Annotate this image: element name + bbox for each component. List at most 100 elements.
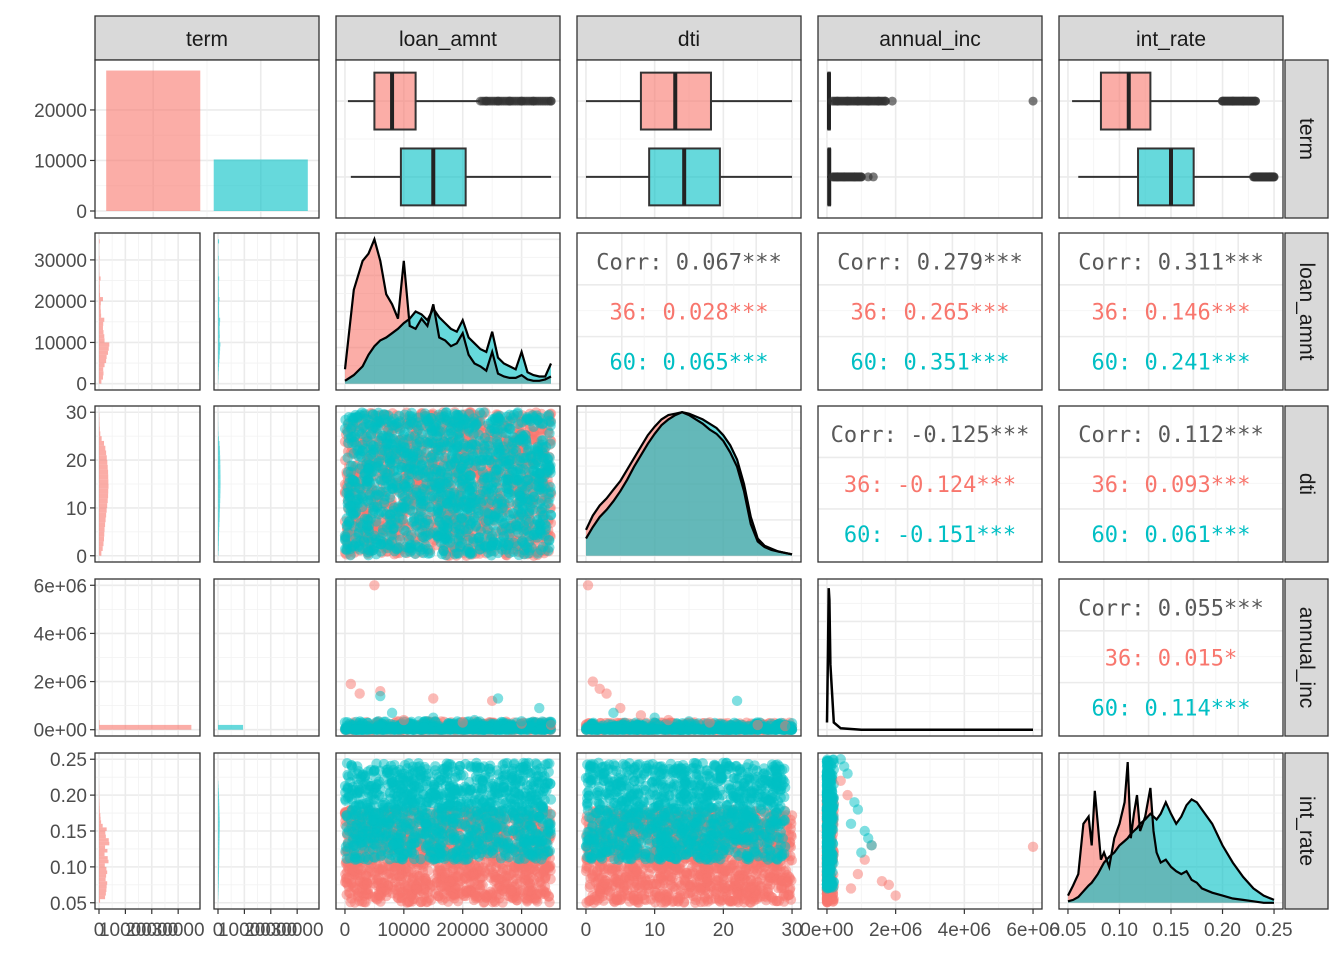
hist-bar-dti-60 — [218, 541, 219, 547]
scatter-point-60 — [412, 470, 424, 481]
panel-grid — [577, 233, 801, 390]
hist-bar-loan_amnt-36 — [99, 379, 102, 384]
scatter-point-60 — [352, 494, 363, 505]
hist-bar-loan_amnt-36 — [99, 305, 101, 310]
y-tick-label-dti: 10 — [66, 499, 87, 520]
scatter-group-annual_inc-loan_amnt — [339, 580, 557, 735]
scatter-point-60 — [393, 501, 404, 512]
scatter-point-60 — [493, 416, 504, 427]
scatter-point-60 — [512, 408, 523, 419]
scatter-point-60 — [525, 717, 537, 728]
scatter-point-60 — [452, 429, 463, 440]
hist-bar-int_rate-60 — [218, 859, 220, 864]
hist-bar-int_rate-36 — [99, 884, 107, 889]
scatter-point-60 — [505, 522, 517, 534]
hist-bar-int_rate-60 — [218, 823, 220, 828]
scatter-point-36 — [457, 717, 468, 728]
corr-group-dti-annual_inc: Corr: -0.125***36: -0.124***60: -0.151**… — [831, 423, 1030, 548]
scatter-point-60 — [367, 409, 379, 421]
outlier-loan_amnt-36 — [528, 96, 538, 106]
boxplot-group-dti — [585, 71, 793, 207]
outlier-annual_inc-60 — [856, 172, 866, 182]
scatter-point-60 — [341, 520, 353, 532]
scatter-point-60 — [539, 510, 550, 521]
hist-bar-dti-36 — [99, 469, 109, 475]
scatter-point-60 — [351, 440, 362, 451]
hist-bar-int_rate-36 — [99, 899, 101, 903]
hist-bar-loan_amnt-36 — [99, 354, 107, 359]
panel-border-term-dti — [576, 59, 802, 219]
scatter-point-60 — [356, 423, 368, 434]
y-tick-label-int_rate: 0.15 — [50, 822, 87, 843]
scatter-point-60 — [464, 484, 475, 495]
outlier-loan_amnt-36 — [493, 96, 503, 106]
scatter-point-60 — [380, 491, 391, 502]
density-group-int_rate — [1067, 762, 1275, 904]
scatter-point-60 — [418, 722, 430, 733]
panel-hist-loan_amnt-36 — [95, 233, 200, 390]
y-tick-label-loan_amnt: 10000 — [34, 333, 87, 354]
hist-bar-int_rate-36 — [99, 866, 107, 871]
hist-bar-loan_amnt-36 — [99, 375, 103, 380]
hist-bar-int_rate-60 — [218, 787, 219, 792]
scatter-point-60 — [443, 429, 454, 440]
hist-bar-dti-60 — [218, 479, 221, 484]
density-line-dti-60 — [585, 411, 793, 556]
density-group-loan_amnt — [343, 235, 553, 384]
right-strip-annual_inc — [1284, 578, 1329, 737]
panel-border-hist-int_rate-60 — [213, 752, 320, 910]
scatter-point-60 — [441, 515, 453, 526]
scatter-point-60 — [534, 498, 545, 509]
hist-bar-int_rate-60 — [218, 866, 220, 871]
hist-bar-int_rate-60 — [218, 827, 220, 831]
panel-border-density-dti — [576, 405, 802, 563]
scatter-group-dti-loan_amnt — [339, 407, 557, 561]
boxplot-group-annual_inc — [826, 71, 1038, 207]
scatter-point-60 — [425, 506, 437, 517]
scatter-point-60 — [439, 523, 450, 534]
hist-bar-loan_amnt-36 — [99, 239, 100, 244]
panel-grid — [1059, 233, 1283, 390]
scatter-point-60 — [503, 436, 514, 447]
scatter-point-60 — [414, 514, 425, 526]
scatter-point-60 — [486, 530, 498, 542]
top-strip-label-int_rate: int_rate — [1136, 28, 1206, 51]
hist-bar-dti-60 — [218, 546, 219, 551]
scatter-point-60 — [464, 409, 475, 420]
panel-border-hist-dti-36 — [94, 405, 201, 563]
hist-bar-dti-36 — [99, 541, 104, 547]
scatter-point-60 — [346, 422, 358, 434]
hist-bar-loan_amnt-60 — [218, 363, 220, 368]
scatter-point-60 — [492, 497, 504, 508]
outlier-annual_inc-36 — [863, 96, 873, 106]
scatter-point-60 — [482, 473, 493, 484]
hist-bar-int_rate-36 — [99, 863, 105, 867]
hist-bar-int_rate-36 — [99, 813, 101, 817]
scatter-point-60 — [513, 488, 525, 499]
outlier-annual_inc-36 — [880, 96, 890, 106]
hist-bar-loan_amnt-60 — [218, 255, 219, 260]
hist-bar-dti-60 — [218, 531, 220, 537]
hist-bar-dti-36 — [99, 445, 106, 451]
scatter-point-60 — [425, 412, 437, 424]
top-strip-loan_amnt — [335, 15, 561, 61]
hist-bar-loan_amnt-60 — [218, 342, 221, 347]
scatter-point-60 — [399, 473, 410, 484]
y-tick-label-term: 20000 — [34, 101, 87, 122]
scatter-point-60 — [398, 525, 410, 536]
hist-bar-dti-60 — [218, 503, 221, 508]
scatter-point-60 — [493, 512, 504, 524]
scatter-point-60 — [435, 412, 446, 423]
hist-bar-loan_amnt-60 — [218, 354, 220, 359]
box-int_rate-60 — [1137, 147, 1195, 207]
scatter-point-60 — [530, 519, 541, 530]
scatter-point-60 — [504, 497, 515, 509]
scatter-point-60 — [466, 439, 478, 450]
hist-bar-int_rate-36 — [99, 823, 103, 828]
scatter-point-60 — [500, 474, 511, 486]
scatter-point-60 — [341, 487, 352, 499]
hist-bar-int_rate-60 — [218, 834, 220, 839]
density-area-loan_amnt-60 — [345, 308, 551, 384]
hist-bar-int_rate-60 — [218, 870, 220, 875]
top-strip-label-dti: dti — [678, 28, 700, 51]
